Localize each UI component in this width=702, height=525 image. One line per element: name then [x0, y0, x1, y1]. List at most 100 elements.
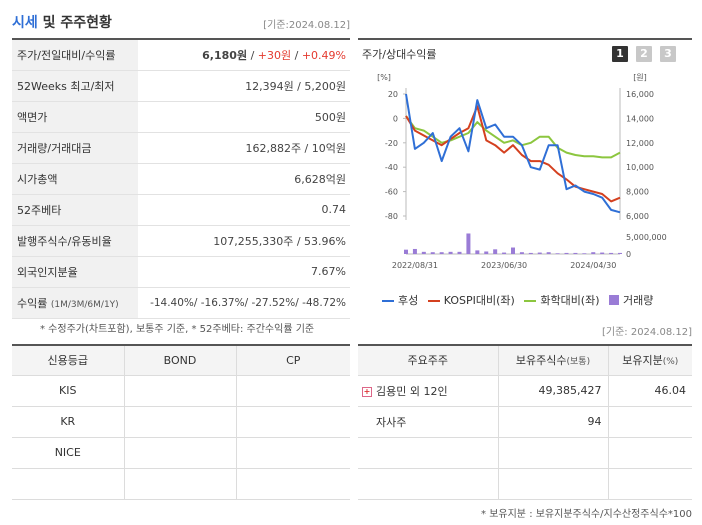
- volume-bar: [412, 248, 417, 254]
- table-row: + 김용민 외 12인 49,385,427 46.04: [358, 375, 692, 407]
- volume-bar: [457, 251, 462, 254]
- row-label: 외국인지분율: [12, 256, 138, 288]
- table-row: 주가/전일대비/수익률 6,180원 / +30원 / +0.49%: [12, 39, 350, 71]
- table-header-row: 주요주주 보유주식수(보통) 보유지분(%): [358, 345, 692, 376]
- table-cell: [12, 468, 124, 500]
- x-tick-label: 2023/06/30: [481, 261, 527, 270]
- row-label: 시가총액: [12, 163, 138, 195]
- column-header: 보유지분(%): [607, 345, 692, 376]
- legend-swatch: [427, 300, 440, 302]
- stock-line: [405, 93, 621, 214]
- table-row: 52Weeks 최고/최저 12,394원 / 5,200원: [12, 70, 350, 102]
- volume-bar: [404, 249, 408, 254]
- expand-plus-icon[interactable]: +: [362, 386, 372, 397]
- table-cell: [607, 437, 692, 469]
- volume-bar: [466, 233, 471, 254]
- table-cell: [497, 468, 608, 500]
- table-row: 시가총액 6,628억원: [12, 163, 350, 195]
- chart-page-1-button[interactable]: 1: [612, 46, 628, 62]
- summary-note: * 수정주가(차트포함), 보통주 기준, * 52주베타: 주간수익률 기준: [40, 324, 315, 335]
- row-label: 주가/전일대비/수익률: [12, 39, 138, 71]
- base-date: [기준:2024.08.12]: [263, 20, 350, 31]
- right-axis-unit: [원]: [633, 73, 647, 82]
- left-tick-label: -20: [385, 139, 398, 148]
- holder-name-cell: + 김용민 외 12인: [358, 375, 498, 407]
- volume-bar: [519, 252, 524, 254]
- column-header: BOND: [123, 345, 236, 376]
- table-row: KR: [12, 406, 350, 438]
- table-cell: [123, 468, 236, 500]
- right-tick-label: 14,000: [626, 114, 654, 123]
- chart-page-3-button[interactable]: 3: [660, 46, 676, 62]
- holder-name-cell: 자사주: [358, 406, 498, 438]
- volume-bar: [475, 250, 480, 254]
- chart-panel: 주가/상대수익률 1 2 3 [%] [원] 20 0 -20 -40 -60 -80 16,0…: [358, 38, 692, 313]
- table-cell: KR: [12, 406, 124, 438]
- table-row: 액면가 500원: [12, 101, 350, 133]
- legend-swatch: [524, 300, 537, 302]
- right-tick-label: 16,000: [626, 90, 654, 99]
- volume-bar: [448, 251, 453, 254]
- volume-bar: [609, 252, 614, 254]
- row-label: 발행주식수/유동비율: [12, 225, 138, 257]
- table-row: 거래량/거래대금 162,882주 / 10억원: [12, 132, 350, 164]
- market-summary-table: 주가/전일대비/수익률 6,180원 / +30원 / +0.49% 52Wee…: [12, 38, 350, 319]
- legend-swatch: [382, 300, 394, 302]
- table-row: KIS: [12, 375, 350, 407]
- section-header: 시세 및 주주현황 [기준:2024.08.12]: [12, 6, 350, 34]
- chemical-relative-line: [405, 115, 621, 159]
- table-cell: 94: [497, 406, 608, 438]
- volume-bar: [600, 252, 605, 254]
- table-cell: [123, 406, 236, 438]
- table-header-row: 신용등급 BOND CP: [12, 345, 350, 376]
- right-tick-label: 8,000: [626, 188, 649, 197]
- row-value: 0.74: [138, 194, 350, 226]
- left-tick-label: 20: [388, 90, 398, 99]
- x-tick-label: 2022/08/31: [392, 261, 438, 270]
- volume-tick-label: 5,000,000: [626, 233, 667, 242]
- table-row: [12, 468, 350, 500]
- row-label: 52주베타: [12, 194, 138, 226]
- table-cell: [235, 406, 350, 438]
- volume-bar: [582, 253, 587, 254]
- price-chart: [%] [원] 20 0 -20 -40 -60 -80 16,000 14,000 12,000 1…: [377, 73, 667, 270]
- row-value: 7.67%: [138, 256, 350, 288]
- chart-page-2-button[interactable]: 2: [636, 46, 652, 62]
- table-cell: NICE: [12, 437, 124, 469]
- holders-note: * 보유지분 : 보유지분주식수/지수산정주식수*100: [481, 509, 692, 520]
- legend-item: KOSPI대비(좌): [427, 292, 515, 308]
- legend-item: 후성: [382, 292, 418, 308]
- table-cell: 46.04: [607, 375, 692, 407]
- table-row: 자사주 94: [358, 406, 692, 438]
- table-cell: [235, 437, 350, 469]
- chart-base-date: [기준: 2024.08.12]: [601, 327, 692, 338]
- right-tick-label: 6,000: [626, 212, 649, 221]
- column-header: 보유주식수(보통): [497, 345, 608, 376]
- column-header: 주요주주: [358, 345, 498, 376]
- left-tick-label: 0: [393, 114, 398, 123]
- table-cell: [497, 437, 608, 469]
- chart-title: 주가/상대수익률: [362, 48, 437, 61]
- row-label: 수익률 (1M/3M/6M/1Y): [12, 287, 138, 319]
- volume-bar: [564, 252, 569, 254]
- volume-bar: [430, 252, 435, 254]
- left-tick-label: -80: [385, 212, 398, 221]
- volume-bar: [618, 252, 622, 254]
- left-tick-label: -40: [385, 163, 398, 172]
- row-label: 52Weeks 최고/최저: [12, 70, 138, 102]
- volume-bar: [502, 252, 507, 254]
- table-cell: [358, 437, 498, 469]
- volume-bar: [573, 252, 578, 254]
- table-row: 52주베타 0.74: [12, 194, 350, 226]
- table-row: [358, 437, 692, 469]
- row-label: 액면가: [12, 101, 138, 133]
- table-row: 수익률 (1M/3M/6M/1Y) -14.40%/ -16.37%/ -27.…: [12, 287, 350, 319]
- volume-bar: [555, 253, 560, 254]
- table-cell: [235, 375, 350, 407]
- volume-bar: [439, 252, 444, 254]
- left-axis-unit: [%]: [377, 73, 391, 82]
- table-row: NICE: [12, 437, 350, 469]
- table-cell: [358, 468, 498, 500]
- row-value: 500원: [138, 101, 350, 133]
- column-header: 신용등급: [12, 345, 124, 376]
